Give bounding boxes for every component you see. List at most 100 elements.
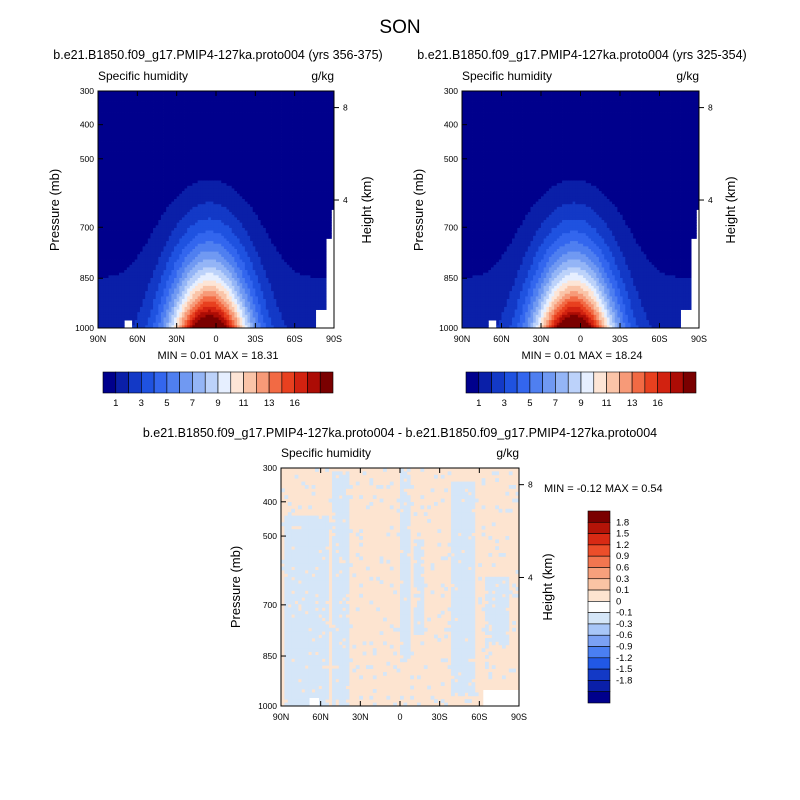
field-cell [326,104,330,108]
field-cell [299,206,303,210]
field-cell [250,233,254,237]
field-cell [116,180,120,184]
field-cell [213,130,217,134]
field-cell [113,222,117,226]
field-cell [276,117,280,121]
field-cell [263,198,267,202]
field-cell [160,130,164,134]
field-cell [223,119,227,123]
field-cell [307,172,311,176]
field-cell [116,133,120,137]
field-cell [331,206,335,210]
field-cell [231,233,235,237]
field-cell [239,233,243,237]
field-cell [260,204,264,208]
field-cell [286,201,290,205]
field-cell [247,230,251,234]
field-cell [163,119,167,123]
field-cell [331,117,335,121]
field-cell [284,164,288,168]
field-cell [134,91,138,95]
field-cell [166,227,170,231]
field-cell [294,151,298,155]
field-cell [273,98,277,102]
field-cell [299,198,303,202]
field-cell [265,170,269,174]
field-cell [297,172,301,176]
field-cell [166,106,170,110]
field-cell [315,104,319,108]
field-cell [179,141,183,145]
field-cell [197,196,201,200]
field-cell [134,188,138,192]
field-cell [234,133,238,137]
field-cell [276,230,280,234]
field-cell [137,204,141,208]
field-cell [111,156,115,160]
field-cell [242,101,246,105]
field-cell [297,135,301,139]
field-cell [289,172,293,176]
field-cell [134,196,138,200]
field-cell [242,109,246,113]
field-cell [236,141,240,145]
field-cell [234,206,238,210]
field-cell [218,235,222,239]
field-cell [179,233,183,237]
field-cell [250,170,254,174]
field-cell [158,141,162,145]
field-cell [189,106,193,110]
field-cell [171,146,175,150]
field-cell [179,162,183,166]
field-cell [216,143,220,147]
field-cell [268,117,272,121]
field-cell [299,233,303,237]
field-cell [302,114,306,118]
field-cell [263,151,267,155]
field-cell [126,170,130,174]
field-cell [202,217,206,221]
field-cell [129,127,133,131]
field-cell [284,204,288,208]
field-cell [236,227,240,231]
field-cell [307,98,311,102]
field-cell [205,220,209,224]
field-cell [331,188,335,192]
field-cell [271,222,275,226]
field-cell [116,188,120,192]
field-cell [134,233,138,237]
field-cell [284,188,288,192]
field-cell [313,230,317,234]
field-cell [184,138,188,142]
field-cell [174,133,178,137]
field-cell [208,148,212,152]
field-cell [313,119,317,123]
field-cell [297,175,301,179]
field-cell [297,106,301,110]
field-cell [103,138,107,142]
field-cell [265,127,269,131]
field-cell [331,201,335,205]
field-cell [142,93,146,97]
field-cell [166,167,170,171]
field-cell [257,162,261,166]
field-cell [129,106,133,110]
field-cell [247,180,251,184]
field-cell [213,235,217,239]
field-cell [171,220,175,224]
field-cell [103,104,107,108]
field-cell [268,230,272,234]
field-cell [247,141,251,145]
field-cell [174,230,178,234]
field-cell [205,125,209,129]
field-cell [179,135,183,139]
field-cell [192,225,196,229]
field-cell [98,127,102,131]
field-cell [299,185,303,189]
field-cell [205,96,209,100]
field-cell [200,193,204,197]
field-cell [150,198,154,202]
field-cell [187,93,191,97]
field-cell [153,133,157,137]
field-cell [116,109,120,113]
